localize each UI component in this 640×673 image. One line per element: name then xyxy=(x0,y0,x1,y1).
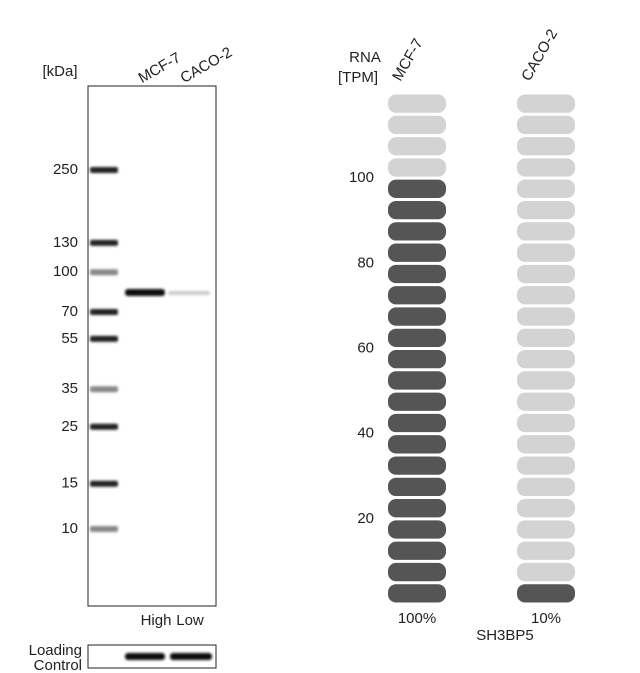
y-tick-label: 60 xyxy=(357,339,374,356)
marker-band xyxy=(90,167,118,173)
loading-bands xyxy=(125,653,212,660)
band xyxy=(168,291,210,295)
pill xyxy=(388,222,446,241)
pill xyxy=(517,243,575,262)
marker-label: 15 xyxy=(61,475,78,492)
marker-label: 130 xyxy=(53,234,78,251)
pill xyxy=(517,392,575,411)
ladder xyxy=(90,167,118,532)
pill xyxy=(517,115,575,135)
marker-band xyxy=(90,386,118,393)
pill xyxy=(388,264,446,284)
y-tick-label: 100 xyxy=(349,169,374,186)
marker-band xyxy=(90,269,118,276)
pill xyxy=(388,435,446,454)
value-label: 100% xyxy=(398,610,436,627)
y-tick-label: 20 xyxy=(357,510,374,527)
pill xyxy=(388,350,446,369)
column-label: MCF-7 xyxy=(389,36,427,84)
pill xyxy=(517,94,575,113)
pill xyxy=(517,520,575,539)
pill xyxy=(388,307,446,326)
rna-header: [TPM] xyxy=(338,69,378,86)
pill xyxy=(517,413,575,433)
pill xyxy=(517,286,575,305)
band xyxy=(170,653,212,660)
lane-label: MCF-7 xyxy=(135,49,183,87)
pill xyxy=(388,413,446,433)
pill xyxy=(388,286,446,305)
marker-label: 25 xyxy=(61,418,78,435)
marker-label: 250 xyxy=(53,161,78,178)
pill xyxy=(388,158,446,177)
loading-label: Loading xyxy=(29,642,82,659)
pill xyxy=(517,350,575,369)
marker-label: 70 xyxy=(61,303,78,320)
marker-band xyxy=(90,308,118,315)
pill xyxy=(517,477,575,497)
pill xyxy=(517,264,575,284)
loading-label: Control xyxy=(34,657,82,673)
lane-level: High xyxy=(141,612,172,629)
pill xyxy=(388,328,446,347)
pill xyxy=(388,562,446,582)
sample-bands xyxy=(125,289,210,296)
lane-level: Low xyxy=(176,612,204,629)
pill xyxy=(388,477,446,497)
pill xyxy=(388,499,446,518)
y-tick-label: 80 xyxy=(357,254,374,271)
pill xyxy=(388,94,446,113)
pill xyxy=(517,137,575,156)
pill xyxy=(517,158,575,177)
marker-label: 10 xyxy=(61,520,78,537)
rna-header: RNA xyxy=(349,49,381,66)
pill xyxy=(388,115,446,135)
column-label: CACO-2 xyxy=(518,26,561,84)
pill xyxy=(388,179,446,198)
marker-band xyxy=(90,239,118,246)
pill xyxy=(517,222,575,241)
pill xyxy=(517,307,575,326)
lane-label: CACO-2 xyxy=(177,44,235,87)
pill xyxy=(517,435,575,454)
pill xyxy=(388,456,446,475)
pill xyxy=(388,520,446,539)
pill xyxy=(517,584,575,603)
pill xyxy=(388,392,446,411)
pill xyxy=(388,243,446,262)
marker-band xyxy=(90,480,118,487)
unit-label: [kDa] xyxy=(42,63,77,80)
pill xyxy=(388,541,446,560)
y-tick-label: 40 xyxy=(357,425,374,442)
pill xyxy=(517,200,575,220)
pill xyxy=(517,371,575,390)
pill xyxy=(388,584,446,603)
marker-label: 100 xyxy=(53,263,78,280)
pill xyxy=(517,541,575,560)
pill xyxy=(388,200,446,220)
pill xyxy=(388,371,446,390)
band xyxy=(125,653,165,660)
band xyxy=(125,289,165,296)
marker-label: 55 xyxy=(61,330,78,347)
value-label: 10% xyxy=(531,610,561,627)
pill xyxy=(517,499,575,518)
pill xyxy=(517,562,575,582)
marker-band xyxy=(90,526,118,532)
pill xyxy=(517,456,575,475)
pill xyxy=(388,137,446,156)
marker-band xyxy=(90,335,118,342)
marker-band xyxy=(90,423,118,430)
gene-label: SH3BP5 xyxy=(476,627,534,644)
pill xyxy=(517,328,575,347)
pill xyxy=(517,179,575,198)
marker-label: 35 xyxy=(61,380,78,397)
